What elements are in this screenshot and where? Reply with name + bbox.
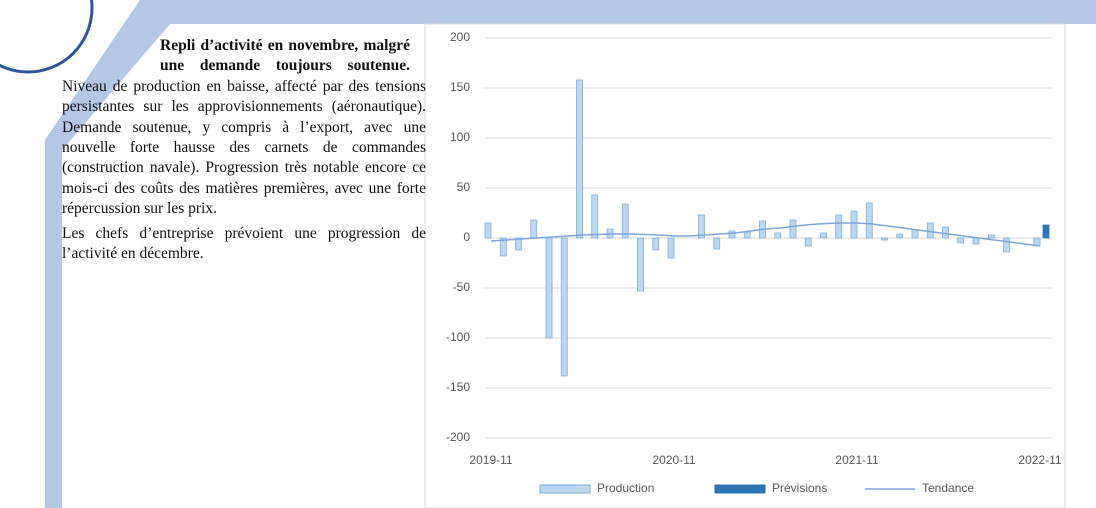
bar [530, 219, 538, 239]
bar [621, 203, 629, 239]
bar [637, 237, 644, 292]
y-tick-label: 50 [457, 180, 471, 194]
bar [820, 232, 827, 239]
bar [865, 202, 873, 239]
legend-swatch [714, 484, 766, 494]
bar [545, 237, 553, 339]
y-tick-label: 0 [463, 230, 470, 244]
bar [957, 237, 965, 244]
text-block: Repli d’activité en novembre, malgré une… [62, 36, 426, 268]
bar [560, 237, 568, 377]
legend-label: Tendance [922, 481, 974, 495]
y-tick-label: 200 [450, 30, 470, 44]
y-tick-label: -150 [446, 380, 470, 394]
chart-panel [424, 23, 1066, 508]
bar [987, 234, 995, 239]
bar [652, 237, 660, 251]
y-tick-label: 150 [450, 80, 470, 94]
bar [911, 229, 919, 239]
bar [789, 219, 797, 239]
legend-label: Production [597, 481, 654, 495]
x-tick-label: 2020-11 [652, 453, 695, 467]
bar [942, 226, 949, 239]
bar [1042, 224, 1050, 239]
bar [484, 222, 492, 239]
bar [713, 237, 721, 250]
chart: -200 -150 -100 -50 0 50 100 150 200 2019-11 2020-1… [446, 30, 1062, 495]
heading: Repli d’activité en novembre, malgré une… [160, 37, 410, 75]
logo [0, 0, 94, 74]
bar [728, 230, 736, 239]
bar [926, 222, 934, 239]
legend-swatch [539, 484, 591, 494]
trend-line [490, 222, 1041, 247]
paragraph: Niveau de production en baisse, affecté … [62, 77, 426, 218]
bar [804, 237, 812, 247]
bar [835, 214, 843, 239]
bar [743, 231, 751, 239]
y-tick-label: 100 [450, 130, 470, 144]
legend-label: Prévisions [772, 481, 827, 495]
bar [667, 237, 675, 259]
x-tick-label: 2021-11 [835, 453, 878, 467]
bar [698, 214, 705, 239]
bar [515, 237, 522, 251]
bar [850, 210, 858, 239]
y-tick-label: -50 [453, 280, 471, 294]
bar [1003, 237, 1010, 253]
paragraph: Les chefs d’entreprise prévoient une pro… [62, 224, 426, 263]
bar [881, 237, 888, 241]
bar [499, 237, 507, 257]
x-tick-label: 2022-11 [1018, 453, 1061, 467]
bar [591, 194, 599, 239]
bar [972, 237, 980, 245]
x-tick-label: 2019-11 [469, 453, 512, 467]
y-tick-label: -100 [446, 330, 470, 344]
bar [896, 233, 904, 239]
y-tick-label: -200 [446, 430, 470, 444]
bar [774, 232, 782, 239]
bar [576, 79, 583, 239]
